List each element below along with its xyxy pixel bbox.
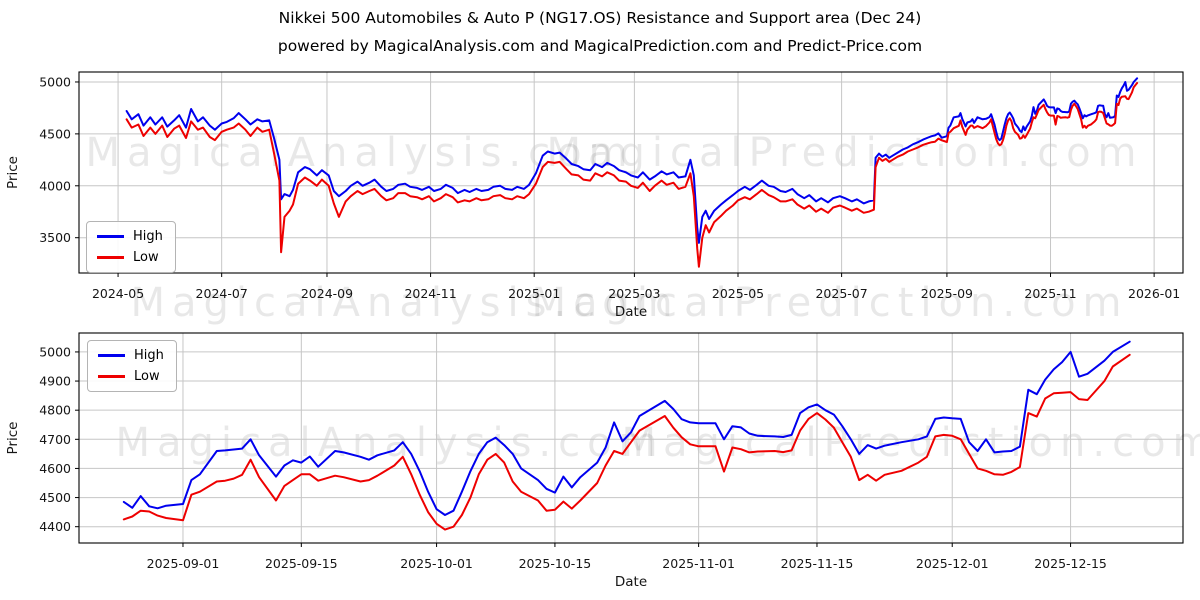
watermark-magicalanalysis: MagicalAnalysis.com <box>115 420 665 466</box>
high-line <box>125 77 1139 244</box>
svg-text:4400: 4400 <box>39 519 71 534</box>
svg-text:4500: 4500 <box>39 490 71 505</box>
chart-title: Nikkei 500 Automobiles & Auto P (NG17.OS… <box>278 9 922 27</box>
high-line <box>122 340 1131 516</box>
svg-text:Price: Price <box>5 422 21 455</box>
high-line-swatch <box>97 235 124 238</box>
svg-text:2025-12-15: 2025-12-15 <box>1034 556 1107 571</box>
svg-text:2024-07: 2024-07 <box>196 286 248 301</box>
svg-text:4900: 4900 <box>39 374 71 389</box>
svg-text:4600: 4600 <box>39 461 71 476</box>
legend-label-high: High <box>134 348 164 363</box>
svg-text:4000: 4000 <box>39 178 71 193</box>
svg-text:2025-01: 2025-01 <box>508 286 560 301</box>
legend-label-low: Low <box>134 369 160 384</box>
svg-text:4500: 4500 <box>39 126 71 141</box>
svg-text:5000: 5000 <box>39 344 71 359</box>
legend-label-high: High <box>133 229 163 244</box>
svg-text:4800: 4800 <box>39 403 71 418</box>
svg-text:2024-11: 2024-11 <box>404 286 456 301</box>
svg-text:2025-10-01: 2025-10-01 <box>400 556 473 571</box>
svg-text:2025-07: 2025-07 <box>815 286 867 301</box>
svg-text:2025-09-01: 2025-09-01 <box>147 556 220 571</box>
legend-top-chart: High Low <box>86 221 176 273</box>
svg-text:3500: 3500 <box>39 230 71 245</box>
legend-item-low: Low <box>98 370 164 383</box>
svg-text:2025-09: 2025-09 <box>921 286 973 301</box>
legend-item-high: High <box>98 349 164 362</box>
svg-text:2026-01: 2026-01 <box>1128 286 1180 301</box>
svg-text:2025-09-15: 2025-09-15 <box>265 556 338 571</box>
low-line <box>122 353 1131 531</box>
legend-item-low: Low <box>97 251 163 264</box>
watermark-magicalanalysis: MagicalAnalysis.com <box>130 280 680 326</box>
svg-text:2024-05: 2024-05 <box>92 286 144 301</box>
svg-text:2025-11: 2025-11 <box>1024 286 1076 301</box>
high-line-swatch <box>98 354 125 357</box>
legend-item-high: High <box>97 230 163 243</box>
low-line-swatch <box>97 256 124 259</box>
svg-text:Date: Date <box>615 574 647 590</box>
low-line <box>125 82 1139 268</box>
legend-bottom-chart: High Low <box>87 340 177 392</box>
svg-text:2025-11-15: 2025-11-15 <box>781 556 854 571</box>
low-line-swatch <box>98 375 125 378</box>
svg-text:2025-12-01: 2025-12-01 <box>916 556 989 571</box>
svg-text:2024-09: 2024-09 <box>301 286 353 301</box>
legend-label-low: Low <box>133 250 159 265</box>
svg-text:5000: 5000 <box>39 74 71 89</box>
svg-text:Date: Date <box>615 304 647 320</box>
chart-subtitle: powered by MagicalAnalysis.com and Magic… <box>277 37 923 55</box>
svg-text:2025-10-15: 2025-10-15 <box>519 556 592 571</box>
watermark-magicalprediction: MagicalPrediction.com <box>531 280 1129 326</box>
svg-text:2025-05: 2025-05 <box>712 286 764 301</box>
svg-text:4700: 4700 <box>39 432 71 447</box>
svg-text:2025-03: 2025-03 <box>608 286 660 301</box>
svg-text:Price: Price <box>5 156 21 189</box>
svg-text:2025-11-01: 2025-11-01 <box>662 556 735 571</box>
